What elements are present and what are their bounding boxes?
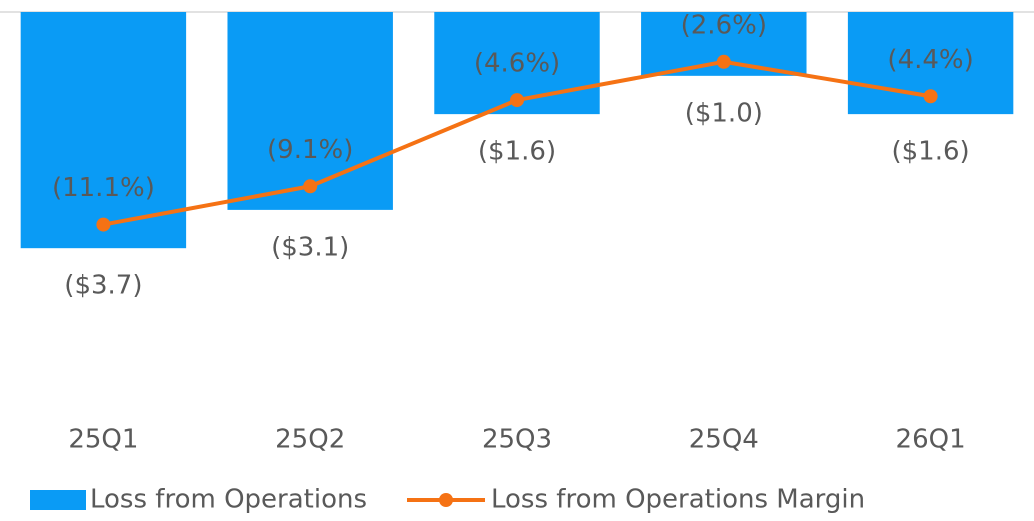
data-label: ($1.6) (478, 137, 556, 167)
data-label: ($3.1) (271, 232, 349, 262)
data-label: (2.6%) (681, 10, 767, 40)
data-label: (4.4%) (887, 45, 973, 75)
data-label: ($1.6) (892, 137, 970, 167)
line-point (716, 54, 731, 69)
legend-swatch-point (439, 493, 453, 507)
line-point (303, 179, 318, 194)
x-tick-label: 25Q4 (689, 425, 759, 455)
legend-label: Loss from Operations (90, 485, 367, 515)
bar (227, 12, 393, 210)
legend-swatch (30, 490, 86, 510)
data-label: (11.1%) (52, 173, 155, 203)
data-label: (4.6%) (474, 49, 560, 79)
data-label: ($3.7) (64, 271, 142, 301)
x-tick-label: 25Q1 (68, 425, 138, 455)
data-label: ($1.0) (685, 98, 763, 128)
line-point (923, 89, 938, 104)
x-tick-label: 25Q3 (482, 425, 552, 455)
legend-label: Loss from Operations Margin (491, 485, 865, 515)
line-point (510, 93, 524, 108)
x-tick-label: 26Q1 (896, 425, 966, 455)
bar (20, 12, 187, 249)
line-point (96, 217, 111, 232)
x-tick-label: 25Q2 (275, 425, 345, 455)
data-label: (9.1%) (267, 135, 353, 165)
